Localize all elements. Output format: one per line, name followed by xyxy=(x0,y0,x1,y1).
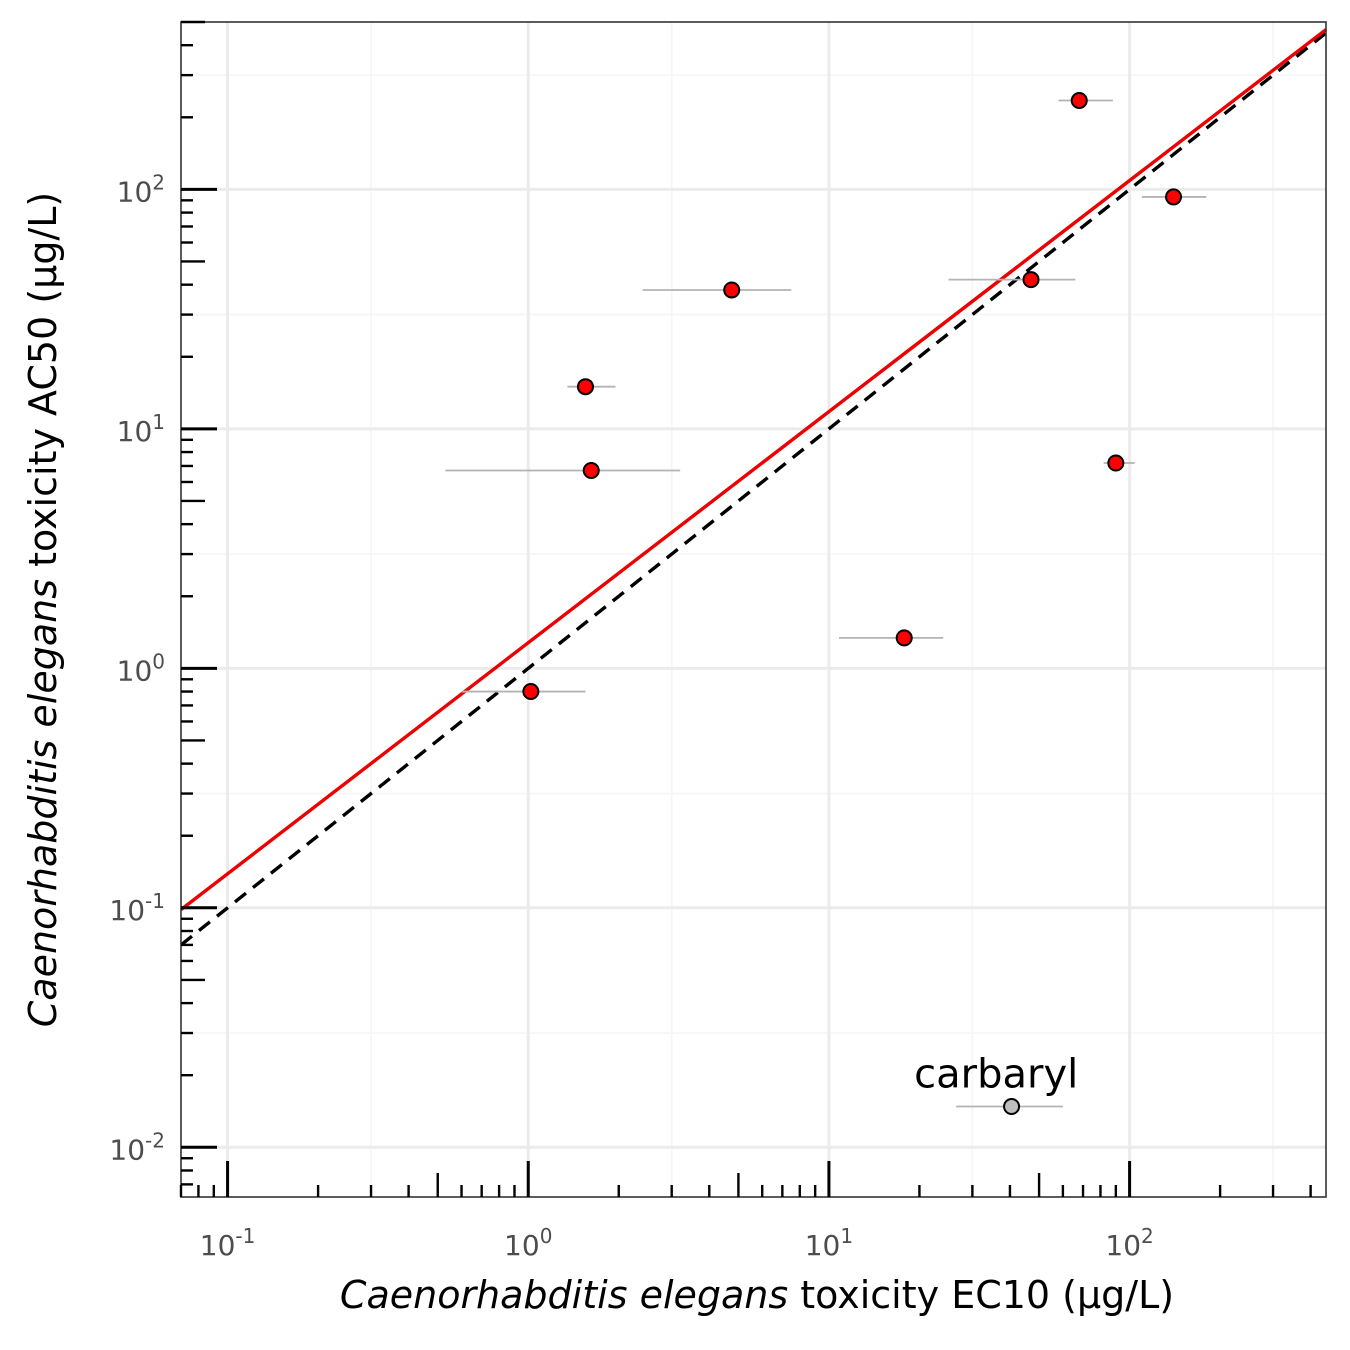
data-point xyxy=(522,683,540,701)
point-annotation: carbaryl xyxy=(914,1051,1078,1097)
x-tick-exponent: -1 xyxy=(235,1224,255,1248)
y-tick-exponent: 2 xyxy=(152,170,165,194)
x-tick-base: 10 xyxy=(504,1229,540,1262)
x-axis-title: Caenorhabditis elegans toxicity EC10 (µg… xyxy=(340,1273,1174,1317)
y-axis-title: Caenorhabditis elegans toxicity AC50 (µg… xyxy=(21,192,65,1028)
y-tick-label: 10-2 xyxy=(109,1128,165,1166)
y-tick-exponent: 0 xyxy=(152,649,165,673)
data-point xyxy=(1070,92,1088,110)
data-point xyxy=(723,281,741,299)
y-axis-title-measure: toxicity AC50 (µg/L) xyxy=(21,192,65,579)
y-tick-base: 10 xyxy=(117,654,153,687)
panel-border xyxy=(180,21,1327,1198)
x-tick-label: 102 xyxy=(1105,1224,1153,1262)
data-point xyxy=(1165,188,1183,206)
data-points xyxy=(522,92,1183,1116)
x-tick-exponent: 1 xyxy=(840,1224,853,1248)
x-tick-base: 10 xyxy=(1105,1229,1141,1262)
annotations: carbaryl xyxy=(914,1051,1078,1097)
y-tick-base: 10 xyxy=(109,894,145,927)
x-tick-base: 10 xyxy=(200,1229,236,1262)
y-tick-base: 10 xyxy=(117,175,153,208)
y-axis-title-species: Caenorhabditis elegans xyxy=(21,579,65,1027)
data-point xyxy=(1022,271,1040,289)
data-point xyxy=(895,629,913,647)
x-axis-title-measure: toxicity EC10 (µg/L) xyxy=(788,1273,1174,1317)
y-tick-exponent: 1 xyxy=(152,410,165,434)
reference-lines xyxy=(179,28,1328,947)
x-tick-labels: 10-1 100 101 102 xyxy=(200,1224,1154,1262)
x-axis-title-species: Caenorhabditis elegans xyxy=(340,1273,788,1317)
y-tick-base: 10 xyxy=(117,415,153,448)
y-tick-exponent: -1 xyxy=(145,889,165,913)
log-tick-rug xyxy=(179,20,1312,1197)
x-tick-label: 101 xyxy=(805,1224,853,1262)
x-tick-exponent: 0 xyxy=(540,1224,553,1248)
y-tick-label: 101 xyxy=(117,410,165,448)
y-tick-base: 10 xyxy=(109,1133,145,1166)
y-tick-label: 100 xyxy=(117,649,165,687)
minor-gridlines xyxy=(181,22,1326,1197)
data-point xyxy=(1003,1098,1021,1116)
x-tick-label: 10-1 xyxy=(200,1224,256,1262)
fit-line xyxy=(179,28,1328,911)
major-gridlines xyxy=(181,22,1326,1197)
identity-line xyxy=(179,31,1328,947)
data-point xyxy=(582,462,600,480)
y-tick-label: 10-1 xyxy=(109,889,165,927)
data-point xyxy=(1107,454,1125,472)
x-tick-exponent: 2 xyxy=(1141,1224,1154,1248)
y-tick-label: 102 xyxy=(117,170,165,208)
data-point xyxy=(576,378,594,396)
y-tick-exponent: -2 xyxy=(145,1128,165,1152)
x-tick-base: 10 xyxy=(805,1229,841,1262)
x-tick-label: 100 xyxy=(504,1224,552,1262)
